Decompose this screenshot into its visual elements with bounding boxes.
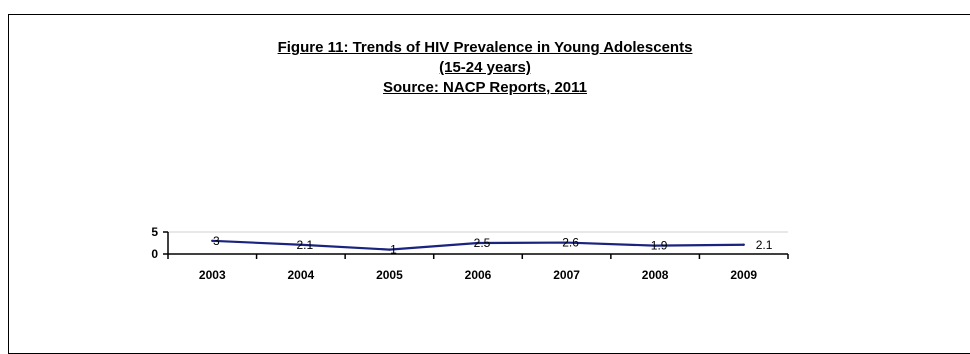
x-tick-label: 2004 — [288, 268, 315, 282]
chart-series — [211, 239, 745, 251]
data-label: 1.9 — [651, 239, 668, 253]
data-point — [299, 243, 303, 246]
chart-title: Figure 11: Trends of HIV Prevalence in Y… — [277, 39, 693, 56]
chart-axes: 0 5 2003 2004 2005 2006 2007 2008 2009 — [151, 225, 789, 282]
x-tick-label: 2009 — [730, 268, 757, 282]
chart-frame — [8, 14, 970, 354]
data-point — [211, 239, 214, 242]
x-tick-label: 2006 — [465, 268, 492, 282]
data-label: 2.6 — [562, 236, 579, 250]
y-tick-label: 5 — [151, 225, 158, 239]
chart-labels: 3 2.1 1 2.5 2.6 1.9 2.1 — [213, 234, 773, 257]
data-label: 2.1 — [297, 238, 314, 252]
data-point — [742, 243, 745, 246]
data-point — [476, 241, 480, 245]
data-label: 2.1 — [756, 238, 773, 252]
data-label: 1 — [390, 243, 397, 257]
x-tick-label: 2007 — [553, 268, 580, 282]
data-label: 3 — [213, 234, 220, 248]
chart-title-line2: (15-24 years) — [439, 59, 531, 76]
data-point — [388, 248, 391, 251]
y-tick-label: 0 — [151, 247, 158, 261]
chart-titles: Figure 11: Trends of HIV Prevalence in Y… — [0, 38, 970, 98]
data-point — [565, 241, 568, 244]
data-point — [653, 244, 657, 247]
line-chart: 0 5 2003 2004 2005 2006 2007 2008 2009 3 2.1 1 2.5 2… — [151, 225, 789, 282]
x-tick-label: 2003 — [199, 268, 226, 282]
data-label: 2.5 — [474, 236, 491, 250]
x-tick-label: 2005 — [376, 268, 403, 282]
chart-subtitle: Source: NACP Reports, 2011 — [383, 79, 587, 96]
x-tick-label: 2008 — [642, 268, 669, 282]
